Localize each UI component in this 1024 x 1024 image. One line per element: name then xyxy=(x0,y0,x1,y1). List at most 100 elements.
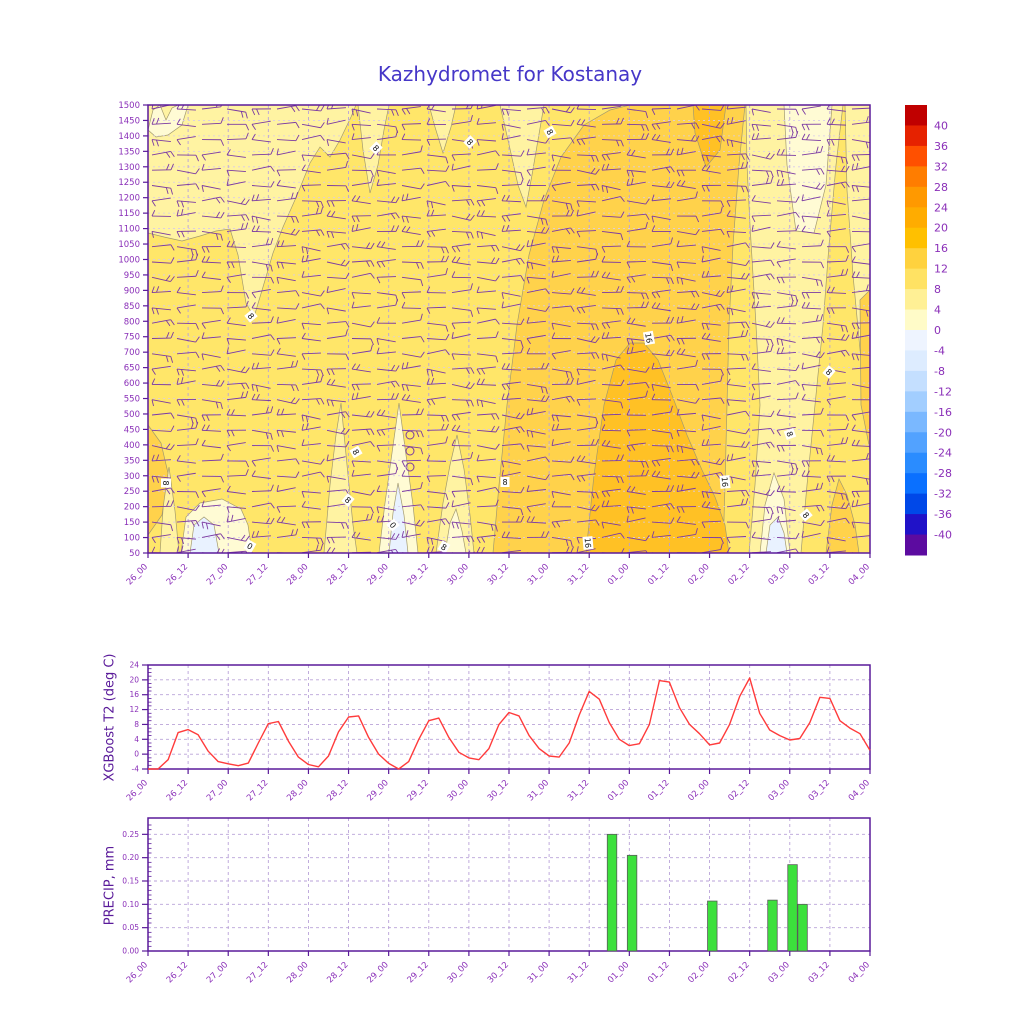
contour-label: 0 xyxy=(243,539,257,553)
t2-x-tick-label: 31_00 xyxy=(526,778,551,803)
svg-text:8: 8 xyxy=(343,495,353,505)
precip-tick-label: 0.05 xyxy=(122,923,139,932)
precip-x-tick-label: 29_12 xyxy=(406,960,431,985)
precip-bar xyxy=(797,903,808,952)
colorbar-tick-label: 32 xyxy=(934,160,948,173)
calm-wind-circle xyxy=(405,462,415,472)
colorbar-tick-label: -16 xyxy=(934,406,952,419)
height-tick-label: 1500 xyxy=(118,101,140,111)
colorbar: 4036322824201612840-4-8-12-16-20-24-28-3… xyxy=(905,105,952,556)
contour-label: 8 xyxy=(341,493,355,507)
t2-x-tick-label: 01_12 xyxy=(646,778,671,803)
height-tick-label: 50 xyxy=(129,549,140,559)
colorbar-tick-label: -24 xyxy=(934,447,952,460)
t2-tick-label: 8 xyxy=(134,720,139,729)
height-tick-label: 300 xyxy=(124,472,140,482)
precip-x-tick-label: 26_12 xyxy=(165,960,190,985)
svg-text:16: 16 xyxy=(720,477,730,488)
t2-x-tick-label: 31_12 xyxy=(566,778,591,803)
precip-tick-label: 0.25 xyxy=(122,830,139,839)
t2-x-tick-label: 03_00 xyxy=(767,778,792,803)
height-tick-label: 1400 xyxy=(118,132,140,142)
height-tick-label: 350 xyxy=(124,456,140,466)
colorbar-tick-label: 24 xyxy=(934,201,948,214)
main-x-tick-label: 26_12 xyxy=(165,562,190,587)
colorbar-tick-label: -32 xyxy=(934,488,952,501)
t2-tick-label: 20 xyxy=(129,675,139,684)
height-tick-label: 850 xyxy=(124,302,140,312)
t2-x-tick-label: 28_12 xyxy=(325,778,350,803)
contour-label: 8 xyxy=(783,428,797,440)
precip-bar xyxy=(606,833,618,952)
precip-x-tick-label: 28_00 xyxy=(285,960,310,985)
height-tick-label: 1050 xyxy=(118,240,140,250)
precip-x-tick-label: 03_12 xyxy=(807,960,832,985)
svg-text:8: 8 xyxy=(465,137,475,147)
contour-label: 16 xyxy=(582,536,594,550)
t2-x-tick-label: 29_12 xyxy=(406,778,431,803)
precip-bar xyxy=(767,899,778,952)
t2-x-tick-label: 03_12 xyxy=(807,778,832,803)
svg-text:16: 16 xyxy=(643,332,654,344)
colorbar-tick-label: 0 xyxy=(934,324,941,337)
precip-x-tick-label: 01_12 xyxy=(646,960,671,985)
calm-wind-circle xyxy=(405,446,415,456)
contour-label: 8 xyxy=(799,508,813,522)
precip-bar xyxy=(787,864,798,952)
main-x-tick-label: 28_00 xyxy=(285,562,310,587)
contour-label: 8 xyxy=(500,477,510,487)
svg-text:8: 8 xyxy=(544,128,554,137)
height-tick-label: 650 xyxy=(124,364,140,374)
colorbar-tick-label: 4 xyxy=(934,304,941,317)
svg-text:8: 8 xyxy=(371,143,381,153)
t2-x-tick-label: 26_12 xyxy=(165,778,190,803)
t2-x-tick-label: 29_00 xyxy=(365,778,390,803)
colorbar-tick-label: 20 xyxy=(934,222,948,235)
svg-text:16: 16 xyxy=(583,538,593,549)
height-tick-label: 150 xyxy=(124,518,140,528)
main-x-tick-label: 03_12 xyxy=(807,562,832,587)
t2-x-tick-label: 26_00 xyxy=(125,778,150,803)
t2-x-tick-label: 02_12 xyxy=(726,778,751,803)
height-tick-label: 1450 xyxy=(118,116,140,126)
svg-text:0: 0 xyxy=(388,520,398,530)
precip-x-tick-label: 03_00 xyxy=(767,960,792,985)
precip-x-tick-label: 28_12 xyxy=(325,960,350,985)
precip-bar xyxy=(707,900,718,952)
main-x-tick-label: 04_00 xyxy=(847,562,872,587)
svg-text:0: 0 xyxy=(245,541,254,551)
contour-label: 8 xyxy=(463,135,477,149)
height-tick-label: 1350 xyxy=(118,147,140,157)
colorbar-tick-label: 28 xyxy=(934,181,948,194)
precip-x-tick-label: 30_00 xyxy=(446,960,471,985)
colorbar-tick-label: -20 xyxy=(934,426,952,439)
precip-tick-label: 0.15 xyxy=(122,877,139,886)
main-x-tick-label: 30_12 xyxy=(486,562,511,587)
svg-text:8: 8 xyxy=(161,480,170,485)
svg-text:8: 8 xyxy=(246,311,256,321)
t2-line xyxy=(148,677,871,770)
height-tick-label: 1150 xyxy=(118,209,140,219)
main-x-tick-label: 28_12 xyxy=(325,562,350,587)
t2-tick-label: 12 xyxy=(129,705,139,714)
t2-x-tick-label: 27_00 xyxy=(205,778,230,803)
main-x-tick-label: 26_00 xyxy=(125,562,150,587)
main-x-tick-label: 29_12 xyxy=(406,562,431,587)
t2-x-tick-label: 04_00 xyxy=(847,778,872,803)
colorbar-tick-label: -12 xyxy=(934,385,952,398)
height-tick-label: 750 xyxy=(124,333,140,343)
main-x-tick-label: 31_12 xyxy=(566,562,591,587)
page-title: Kazhydromet for Kostanay xyxy=(377,62,643,86)
t2-x-tick-label: 27_12 xyxy=(245,778,270,803)
t2-panel: -4 0 4 8 12 16 20 24 26_00 26_12 27_00 27_12 28_00 28… xyxy=(125,661,872,804)
main-section-panel: 8 8 8 8 8 8 8 8 8 8 8 8 16 16 16 0 0 1500 1450 1400 1350 1300… xyxy=(118,101,872,587)
colorbar-tick-label: 40 xyxy=(934,119,948,132)
height-tick-label: 1200 xyxy=(118,194,140,204)
height-tick-label: 1000 xyxy=(118,255,140,265)
colorbar-tick-label: -8 xyxy=(934,365,945,378)
svg-text:8: 8 xyxy=(502,478,507,487)
precip-bar xyxy=(626,854,638,952)
colorbar-tick-label: -40 xyxy=(934,529,952,542)
